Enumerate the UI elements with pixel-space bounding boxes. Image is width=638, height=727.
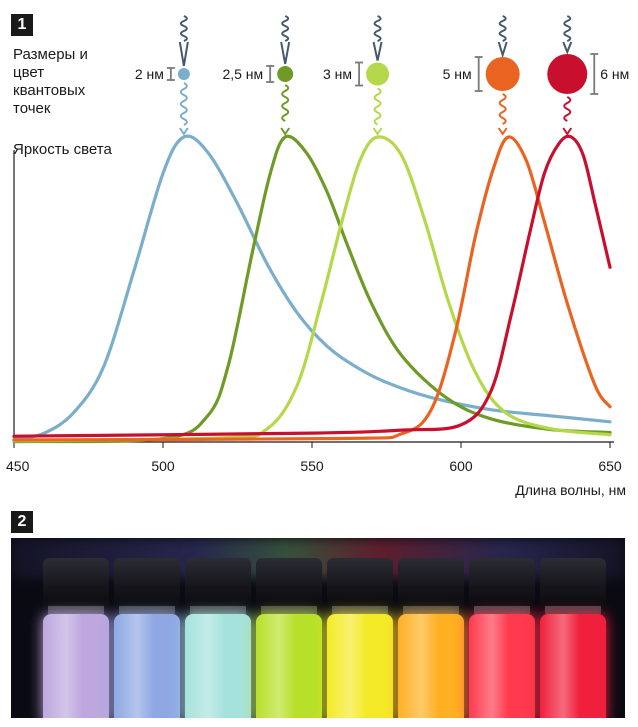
incoming-arrowhead-4 (497, 41, 508, 59)
quantum-dot-4 (485, 57, 520, 91)
figure-1-badge: 1 (11, 14, 33, 36)
quantum-dot-3 (366, 62, 390, 86)
vial-neck (332, 606, 388, 614)
vial-cap (43, 558, 109, 606)
emission-arrowhead-2 (280, 127, 291, 136)
incoming-wave-1 (179, 15, 188, 42)
vial-2 (114, 558, 180, 718)
series-line-4 (12, 135, 612, 442)
dot-size-label-2: 2,5 нм (222, 66, 263, 82)
vial-cap (256, 558, 322, 606)
vial-liquid (327, 614, 393, 718)
vial-cap (469, 558, 535, 606)
vial-6 (398, 558, 464, 718)
vial-cap (185, 558, 251, 606)
incoming-wave-2 (281, 15, 290, 42)
vials-photo (11, 538, 625, 718)
quantum-dot-5 (547, 54, 588, 94)
series-line-1 (12, 134, 612, 441)
emission-arrowhead-1 (179, 127, 189, 136)
vial-liquid (43, 614, 109, 718)
x-tick-label-650: 650 (598, 458, 622, 474)
vial-neck (403, 606, 459, 614)
vial-liquid (398, 614, 464, 718)
vial-liquid (469, 614, 535, 718)
x-tick-label-500: 500 (151, 458, 175, 474)
x-tick-label-550: 550 (300, 458, 324, 474)
vial-neck (261, 606, 317, 614)
incoming-arrowhead-2 (280, 41, 291, 65)
emission-wave-2 (281, 84, 290, 122)
x-tick-label-600: 600 (449, 458, 473, 474)
vial-8 (540, 558, 606, 718)
vial-cap (327, 558, 393, 606)
incoming-wave-4 (498, 15, 507, 42)
series-line-3 (12, 135, 612, 443)
emission-arrowhead-5 (562, 127, 573, 136)
quantum-dot-2 (277, 66, 294, 82)
emission-wave-3 (373, 87, 382, 126)
series-line-5 (12, 134, 612, 438)
vial-liquid (114, 614, 180, 718)
emission-wave-4 (498, 93, 507, 125)
vial-1 (43, 558, 109, 718)
vial-neck (474, 606, 530, 614)
emission-spectra-chart: 450 500 550 600 650 2 нм 2,5 нм 3 нм 5 нм 6 нм (6, 15, 629, 474)
vial-liquid (540, 614, 606, 718)
quantum-dot-1 (177, 68, 190, 80)
dot-size-label-3: 3 нм (323, 66, 352, 82)
vial-neck (119, 606, 175, 614)
emission-wave-1 (179, 82, 188, 126)
emission-arrowhead-3 (372, 127, 383, 136)
incoming-arrowhead-3 (372, 41, 383, 61)
vial-cap (540, 558, 606, 606)
incoming-arrowhead-5 (562, 41, 573, 55)
dots-caption: Размеры и цвет квантовых точек (13, 46, 88, 117)
incoming-wave-3 (373, 15, 382, 42)
vial-neck (190, 606, 246, 614)
emission-arrowhead-4 (497, 127, 508, 136)
dot-size-label-4: 5 нм (443, 66, 472, 82)
vial-7 (469, 558, 535, 718)
figure-2-badge: 2 (11, 511, 33, 533)
dot-size-label-5: 6 нм (600, 66, 629, 82)
vial-3 (185, 558, 251, 718)
vial-cap (398, 558, 464, 606)
vial-5 (327, 558, 393, 718)
vial-neck (545, 606, 601, 614)
series-line-2 (12, 134, 612, 444)
y-axis-label: Яркость света (13, 141, 112, 158)
vial-cap (114, 558, 180, 606)
x-tick-label-450: 450 (6, 458, 30, 474)
vial-4 (256, 558, 322, 718)
vial-neck (48, 606, 104, 614)
incoming-wave-5 (563, 15, 572, 42)
x-axis-label: Длина волны, нм (515, 482, 626, 498)
emission-wave-5 (563, 96, 572, 122)
incoming-arrowhead-1 (178, 41, 189, 67)
dot-size-label-1: 2 нм (135, 66, 164, 82)
vial-liquid (256, 614, 322, 718)
vial-liquid (185, 614, 251, 718)
